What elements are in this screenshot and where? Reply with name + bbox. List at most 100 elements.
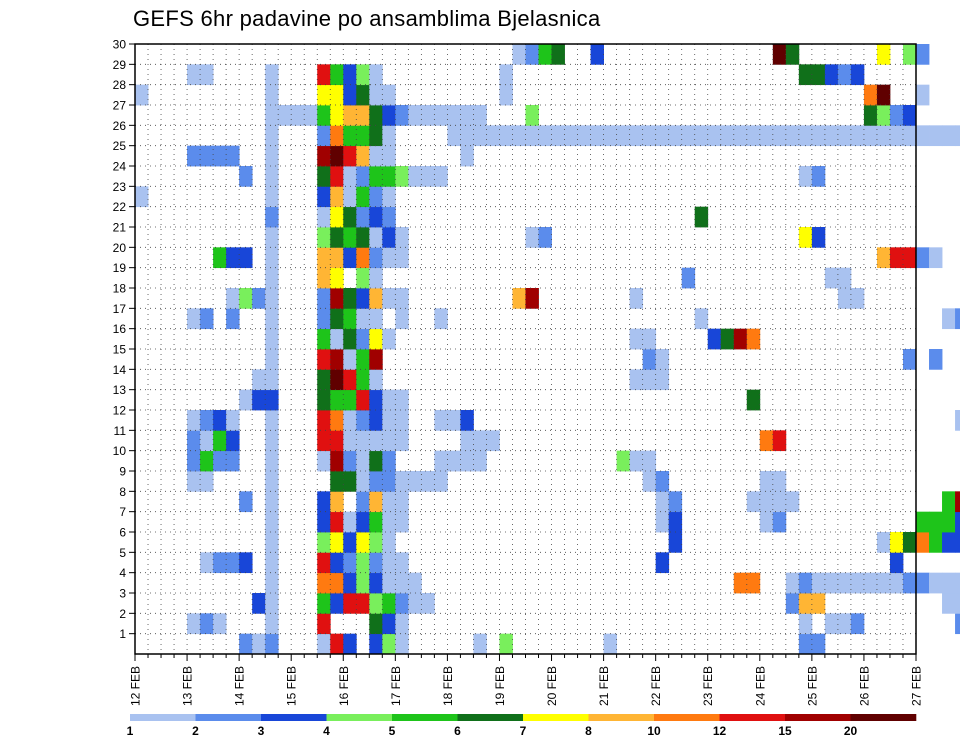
heatmap-cell bbox=[902, 532, 917, 553]
heatmap-cell bbox=[395, 593, 409, 614]
y-tick-label: 28 bbox=[113, 78, 127, 92]
heatmap-cell bbox=[265, 349, 279, 370]
heatmap-cell bbox=[642, 349, 657, 370]
colorbar-label: 15 bbox=[778, 724, 792, 738]
heatmap-cell bbox=[590, 125, 604, 147]
colorbar-segment bbox=[850, 714, 917, 721]
colorbar-segment bbox=[719, 714, 786, 721]
heatmap-cell bbox=[343, 511, 357, 533]
heatmap-cell bbox=[811, 125, 826, 147]
heatmap-cell bbox=[265, 572, 279, 594]
colorbar-segment bbox=[457, 714, 524, 721]
heatmap-cell bbox=[317, 145, 331, 167]
heatmap-cell bbox=[473, 105, 487, 126]
x-tick-label: 25 FEB bbox=[805, 666, 819, 706]
heatmap-cell bbox=[889, 247, 904, 269]
heatmap-cell bbox=[369, 105, 383, 126]
heatmap-cell bbox=[447, 125, 461, 147]
colorbar-label: 3 bbox=[258, 724, 265, 738]
heatmap-cell bbox=[330, 206, 344, 228]
heatmap-cell bbox=[916, 572, 930, 594]
x-tick-label: 27 FEB bbox=[910, 666, 924, 706]
heatmap-cell bbox=[876, 247, 891, 269]
heatmap-cell bbox=[616, 125, 631, 147]
heatmap-cell bbox=[929, 247, 943, 269]
heatmap-cell bbox=[916, 532, 930, 553]
heatmap-cell bbox=[356, 369, 370, 391]
heatmap-cell bbox=[317, 166, 331, 187]
heatmap-cell bbox=[850, 125, 865, 147]
heatmap-cell bbox=[265, 633, 279, 655]
heatmap-cell bbox=[668, 491, 683, 513]
heatmap-cell bbox=[382, 186, 396, 208]
heatmap-cell bbox=[226, 450, 240, 472]
heatmap-cell bbox=[330, 572, 344, 594]
heatmap-cell bbox=[798, 227, 813, 248]
y-tick-label: 19 bbox=[113, 261, 127, 275]
heatmap-cell bbox=[330, 389, 344, 411]
heatmap-cell bbox=[226, 288, 240, 309]
heatmap-cell bbox=[200, 145, 214, 167]
heatmap-cell bbox=[902, 125, 917, 147]
heatmap-cell bbox=[655, 369, 670, 391]
heatmap-cell bbox=[330, 105, 344, 126]
heatmap-cell bbox=[408, 105, 422, 126]
colorbar-label: 8 bbox=[585, 724, 592, 738]
heatmap-cell bbox=[434, 410, 448, 431]
heatmap-cell bbox=[343, 552, 357, 574]
heatmap-cell bbox=[785, 44, 800, 65]
heatmap-cell bbox=[811, 166, 826, 187]
heatmap-cell bbox=[330, 471, 344, 492]
heatmap-cell bbox=[916, 511, 930, 533]
heatmap-cell bbox=[356, 105, 370, 126]
heatmap-cell bbox=[759, 511, 774, 533]
heatmap-cell bbox=[811, 633, 826, 655]
heatmap-cell bbox=[642, 125, 657, 147]
heatmap-cell bbox=[668, 125, 683, 147]
heatmap-cell bbox=[655, 511, 670, 533]
heatmap-cell bbox=[733, 572, 748, 594]
heatmap-cell bbox=[681, 125, 696, 147]
heatmap-cell bbox=[525, 44, 539, 65]
y-tick-label: 6 bbox=[119, 526, 126, 540]
heatmap-cell bbox=[955, 308, 960, 330]
y-tick-label: 4 bbox=[119, 566, 126, 580]
heatmap-cell bbox=[265, 105, 279, 126]
heatmap-cell bbox=[369, 125, 383, 147]
heatmap-cell bbox=[434, 166, 448, 187]
heatmap-cell bbox=[330, 125, 344, 147]
heatmap-cell bbox=[655, 491, 670, 513]
heatmap-cell bbox=[187, 64, 201, 86]
x-tick-label: 19 FEB bbox=[493, 666, 507, 706]
heatmap-cell bbox=[265, 64, 279, 86]
x-tick-label: 20 FEB bbox=[545, 666, 559, 706]
heatmap-cell bbox=[343, 328, 357, 350]
heatmap-cell bbox=[772, 430, 787, 452]
heatmap-cell bbox=[759, 125, 774, 147]
heatmap-cell bbox=[369, 471, 383, 492]
heatmap-cell bbox=[486, 125, 500, 147]
heatmap-cell bbox=[343, 471, 357, 492]
heatmap-cell bbox=[929, 572, 943, 594]
heatmap-cell bbox=[317, 186, 331, 208]
x-tick-label: 12 FEB bbox=[129, 666, 143, 706]
colorbar-segment bbox=[261, 714, 327, 721]
heatmap-cell bbox=[707, 125, 722, 147]
heatmap-cell bbox=[642, 369, 657, 391]
heatmap-cell bbox=[291, 105, 305, 126]
heatmap-cell bbox=[317, 267, 331, 289]
heatmap-cell bbox=[889, 105, 904, 126]
y-tick-label: 27 bbox=[113, 99, 127, 113]
heatmap-cell bbox=[942, 593, 956, 614]
heatmap-cell bbox=[759, 430, 774, 452]
heatmap-cell bbox=[629, 328, 644, 350]
heatmap-cell bbox=[382, 206, 396, 228]
heatmap-cell bbox=[317, 389, 331, 411]
colorbar-segment bbox=[523, 714, 589, 721]
heatmap-cell bbox=[265, 593, 279, 614]
y-tick-label: 22 bbox=[113, 200, 127, 214]
colorbar-label: 10 bbox=[647, 724, 661, 738]
heatmap-cell bbox=[382, 166, 396, 187]
heatmap-cell bbox=[330, 552, 344, 574]
heatmap-cell bbox=[655, 552, 670, 574]
